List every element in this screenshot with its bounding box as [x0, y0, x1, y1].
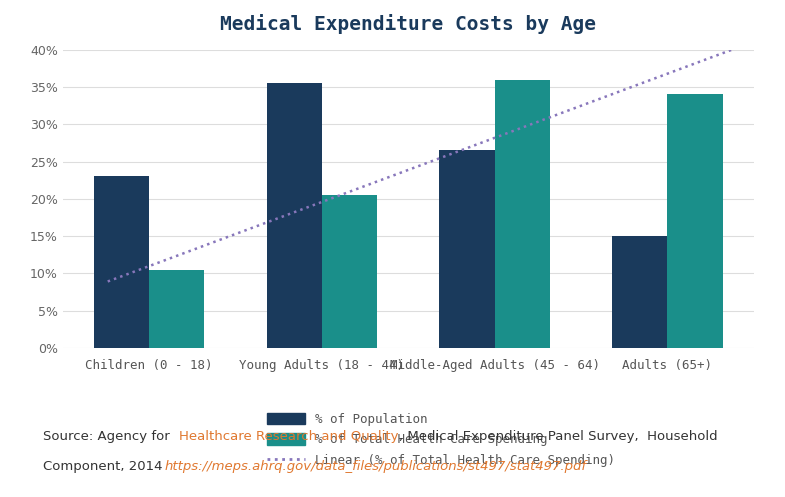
Bar [94, 176, 149, 348]
Title: Medical Expenditure Costs by Age: Medical Expenditure Costs by Age [221, 14, 596, 34]
Bar [322, 195, 377, 348]
Bar [149, 269, 204, 348]
Legend: % of Population, % of Total Health Care Spending, Linear (% of Total Health Care: % of Population, % of Total Health Care … [262, 408, 620, 472]
Bar [440, 151, 495, 348]
Bar [612, 236, 667, 348]
Bar [667, 94, 722, 348]
Text: Component, 2014: Component, 2014 [43, 460, 171, 473]
Text: Healthcare Research and Quality: Healthcare Research and Quality [178, 430, 398, 443]
Bar [495, 80, 550, 348]
Bar [267, 83, 322, 348]
Text: Source: Agency for: Source: Agency for [43, 430, 174, 443]
Text: https://meps.ahrq.gov/data_files/publications/st497/stat497.pdf: https://meps.ahrq.gov/data_files/publica… [164, 460, 586, 473]
Text: , Medical Expenditure Panel Survey,  Household: , Medical Expenditure Panel Survey, Hous… [400, 430, 718, 443]
